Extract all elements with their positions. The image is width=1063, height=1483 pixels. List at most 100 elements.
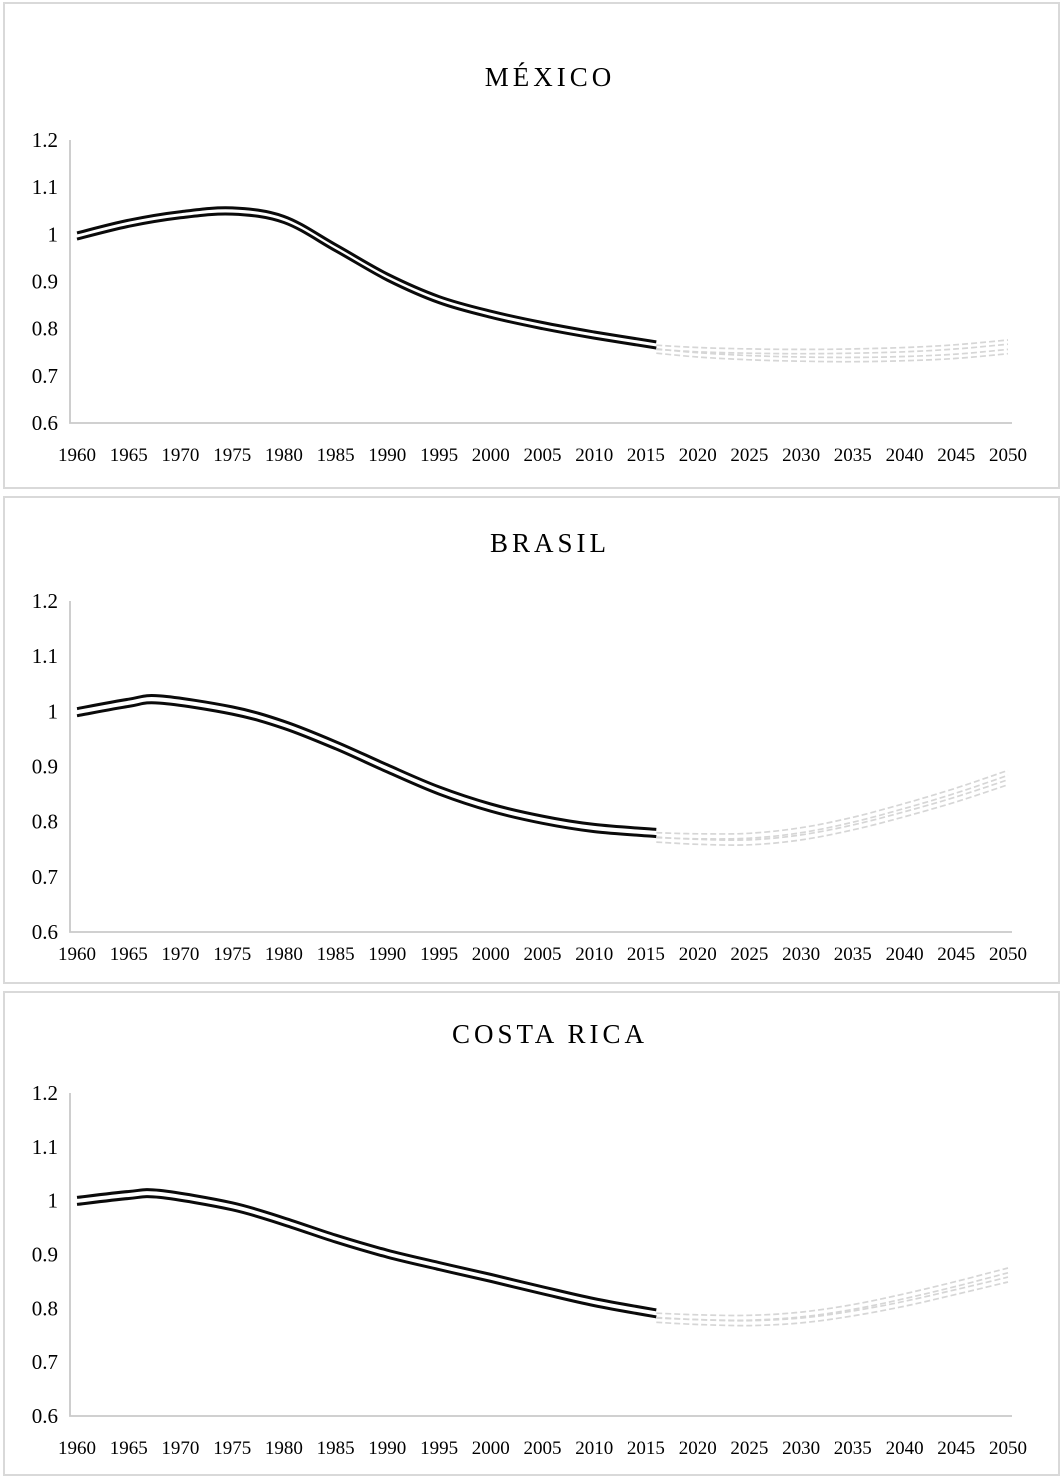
projection-low-upper-line: [656, 348, 1009, 359]
y-axis-label: 0.9: [32, 1243, 58, 1267]
observed-lower-line: [76, 701, 657, 839]
x-axis-label: 2005: [524, 1438, 562, 1459]
x-axis-label: 2000: [472, 445, 510, 466]
observed-upper-line: [76, 1188, 657, 1312]
projection-low-lower-line: [656, 1281, 1009, 1327]
x-axis-label: 1960: [58, 944, 96, 965]
y-axis-label: 0.6: [32, 1404, 58, 1428]
projection-high-lower-line: [656, 1271, 1009, 1322]
x-axis-label: 1985: [317, 944, 355, 965]
x-axis-label: 2005: [524, 944, 562, 965]
x-axis-label: 2050: [989, 1438, 1027, 1459]
x-axis-label: 2025: [730, 1438, 768, 1459]
x-axis-label: 2045: [937, 445, 975, 466]
projection-high-upper-line: [656, 339, 1009, 351]
x-axis-label: 2045: [937, 944, 975, 965]
x-axis-label: 1965: [110, 944, 148, 965]
x-axis-label: 1980: [265, 445, 303, 466]
chart-title-costa-rica: COSTA RICA: [452, 1019, 648, 1049]
observed-lower-line: [76, 1195, 657, 1319]
x-axis-label: 1965: [110, 445, 148, 466]
projection-high-lower-line: [656, 343, 1009, 355]
y-axis-label: 1.1: [32, 1135, 58, 1159]
y-axis-label: 0.7: [32, 1350, 58, 1374]
x-axis-label: 1965: [110, 1438, 148, 1459]
observed-upper-line: [76, 694, 657, 831]
x-axis-label: 2010: [575, 944, 613, 965]
x-axis-label: 2040: [886, 445, 924, 466]
axis-lines: [69, 140, 1012, 424]
y-axis-label: 0.9: [32, 270, 58, 294]
x-axis-label: 1975: [213, 445, 251, 466]
x-axis-label: 2050: [989, 944, 1027, 965]
x-axis-label: 2045: [937, 1438, 975, 1459]
x-axis-label: 1970: [161, 445, 199, 466]
x-axis-label: 2020: [679, 944, 717, 965]
y-axis-label: 1.2: [32, 589, 58, 613]
x-axis-label: 1985: [317, 445, 355, 466]
y-axis-label: 0.9: [32, 755, 58, 779]
x-axis-label: 2030: [782, 445, 820, 466]
x-axis-label: 2020: [679, 1438, 717, 1459]
x-axis-label: 1970: [161, 944, 199, 965]
observed-upper-line: [76, 206, 657, 344]
x-axis-label: 2010: [575, 1438, 613, 1459]
x-axis-label: 2010: [575, 445, 613, 466]
x-axis-label: 2040: [886, 1438, 924, 1459]
x-axis-label: 2040: [886, 944, 924, 965]
chart-title-brasil: BRASIL: [490, 528, 610, 558]
x-axis-label: 2000: [472, 1438, 510, 1459]
projection-low-upper-line: [656, 1276, 1009, 1322]
y-axis-label: 1: [48, 222, 59, 246]
x-axis-label: 1990: [368, 445, 406, 466]
x-axis-label: 1975: [213, 1438, 251, 1459]
x-axis-label: 2015: [627, 1438, 665, 1459]
projection-high-upper-line: [656, 1267, 1009, 1317]
x-axis-label: 2005: [524, 445, 562, 466]
x-axis-label: 1995: [420, 445, 458, 466]
y-axis-label: 0.6: [32, 920, 58, 944]
y-axis-label: 1: [48, 699, 59, 723]
x-axis-label: 1995: [420, 1438, 458, 1459]
x-axis-label: 1995: [420, 944, 458, 965]
y-axis-label: 0.7: [32, 364, 58, 388]
y-axis-label: 0.8: [32, 317, 58, 341]
y-axis-label: 1: [48, 1189, 59, 1213]
y-axis-label: 1.1: [32, 175, 58, 199]
x-axis-label: 1990: [368, 1438, 406, 1459]
projection-low-lower-line: [656, 352, 1009, 363]
y-axis-label: 0.7: [32, 865, 58, 889]
chart-title-mexico: MÉXICO: [485, 62, 616, 92]
y-axis-label: 1.1: [32, 644, 58, 668]
axis-lines: [69, 1093, 1012, 1417]
x-axis-label: 2025: [730, 944, 768, 965]
x-axis-label: 2030: [782, 1438, 820, 1459]
y-axis-label: 1.2: [32, 128, 58, 152]
x-axis-label: 2015: [627, 445, 665, 466]
x-axis-label: 2020: [679, 445, 717, 466]
y-axis-label: 1.2: [32, 1081, 58, 1105]
x-axis-label: 1985: [317, 1438, 355, 1459]
x-axis-label: 2035: [834, 1438, 872, 1459]
projection-low-upper-line: [656, 778, 1009, 842]
x-axis-label: 1980: [265, 944, 303, 965]
x-axis-label: 1960: [58, 445, 96, 466]
x-axis-label: 1970: [161, 1438, 199, 1459]
projection-high-upper-line: [656, 769, 1009, 835]
x-axis-label: 2035: [834, 944, 872, 965]
chart-panel-brasil: BRASIL 1.2 1.1 1 0.9 0.8 0.7 0.6 1960 1965 1970 19…: [3, 496, 1060, 984]
x-axis-label: 2015: [627, 944, 665, 965]
projection-low-lower-line: [656, 783, 1009, 846]
x-axis-label: 2025: [730, 445, 768, 466]
chart-panel-mexico: MÉXICO 1.2 1.1 1 0.9 0.8 0.7 0.6 1960 1965 1970 19…: [3, 2, 1060, 489]
y-axis-label: 0.8: [32, 810, 58, 834]
x-axis-label: 2000: [472, 944, 510, 965]
x-axis-label: 1975: [213, 944, 251, 965]
y-axis-label: 0.8: [32, 1296, 58, 1320]
x-axis-label: 1980: [265, 1438, 303, 1459]
y-axis-label: 0.6: [32, 411, 58, 435]
observed-lower-line: [76, 212, 657, 350]
